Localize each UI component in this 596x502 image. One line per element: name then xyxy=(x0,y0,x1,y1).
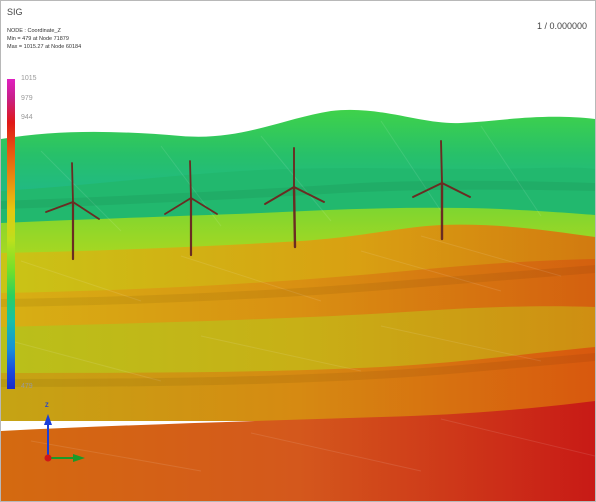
legend-tick-max: 1015 xyxy=(21,75,37,82)
wind-turbine-4[interactable] xyxy=(412,140,471,241)
legend-tick-3: 944 xyxy=(21,114,33,121)
triad-z-arrowhead xyxy=(44,414,52,425)
terrain-band-7 xyxy=(1,347,595,421)
triad-z-label: Z xyxy=(45,403,49,409)
result-max-value: Max = 1015.27 at Node 60184 xyxy=(7,44,82,50)
coordinate-triad xyxy=(44,414,85,462)
result-min-value: Min = 479 at Node 71879 xyxy=(7,36,69,42)
legend-tick-2: 979 xyxy=(21,95,33,102)
terrain-band-6 xyxy=(1,306,595,381)
result-field-label: NODE : Coordinate_Z xyxy=(7,28,61,34)
color-legend-bar xyxy=(7,79,15,389)
wind-turbine-1[interactable] xyxy=(45,162,100,261)
terrain-band-foreground xyxy=(1,401,595,501)
wind-turbine-2[interactable] xyxy=(164,160,218,257)
triad-origin xyxy=(44,454,52,462)
legend-tick-min: 479 xyxy=(21,383,33,390)
wind-turbine-3[interactable] xyxy=(264,147,325,249)
frame-counter: 1 / 0.000000 xyxy=(536,21,587,31)
result-title: SIG xyxy=(7,7,23,17)
terrain-shading xyxy=(1,180,595,387)
triad-x-arrowhead xyxy=(73,454,85,462)
